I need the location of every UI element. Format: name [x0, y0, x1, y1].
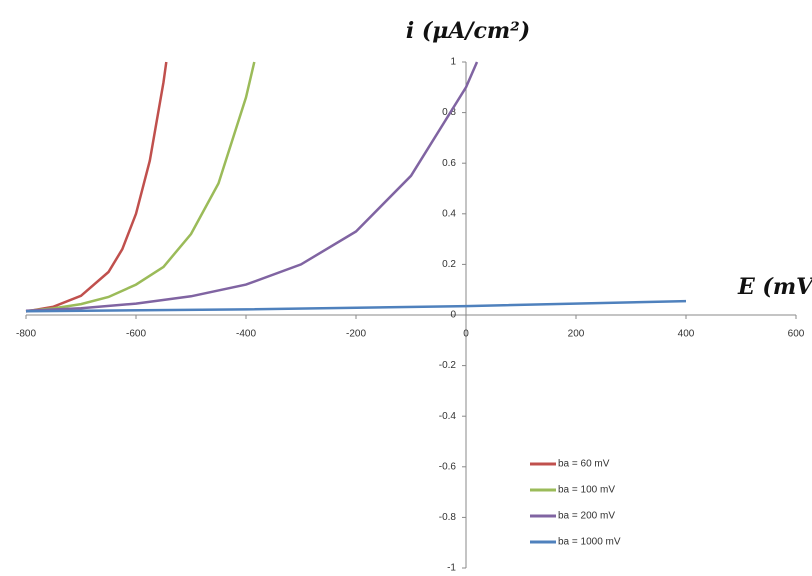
x-tick-label: 600: [788, 329, 805, 340]
legend-label: ba = 200 mV: [558, 511, 615, 522]
series-line: [26, 62, 254, 311]
series-line: [26, 301, 686, 311]
legend-label: ba = 1000 mV: [558, 537, 621, 548]
y-tick-label: -0.6: [439, 461, 457, 472]
chart: i (μA/cm²) E (mV) -800 -600 -400 -200 0 200 40…: [0, 0, 812, 576]
x-axis-title: E (mV): [737, 274, 812, 300]
series-line: [26, 62, 477, 311]
y-axis-title: i (μA/cm²): [406, 18, 530, 44]
y-tick-label: -0.4: [439, 411, 457, 422]
y-tick-label: 0.2: [442, 259, 456, 270]
y-tick-label: 0: [450, 310, 456, 321]
x-tick-label: 0: [463, 329, 469, 340]
y-tick-label: 0.6: [442, 158, 456, 169]
x-tick-label: -600: [126, 329, 146, 340]
x-tick-label: -400: [236, 329, 256, 340]
x-tick-label: 400: [678, 329, 695, 340]
y-tick-label: 1: [450, 57, 456, 68]
y-tick-label: -0.2: [439, 360, 457, 371]
x-tick-label: -800: [16, 329, 36, 340]
series-line: [26, 62, 166, 312]
legend-label: ba = 100 mV: [558, 485, 615, 496]
y-tick-label: -0.8: [439, 512, 457, 523]
y-tick-label: -1: [447, 563, 456, 574]
y-tick-label: 0.4: [442, 208, 456, 219]
x-tick-label: 200: [568, 329, 585, 340]
x-tick-label: -200: [346, 329, 366, 340]
legend-label: ba = 60 mV: [558, 459, 610, 470]
